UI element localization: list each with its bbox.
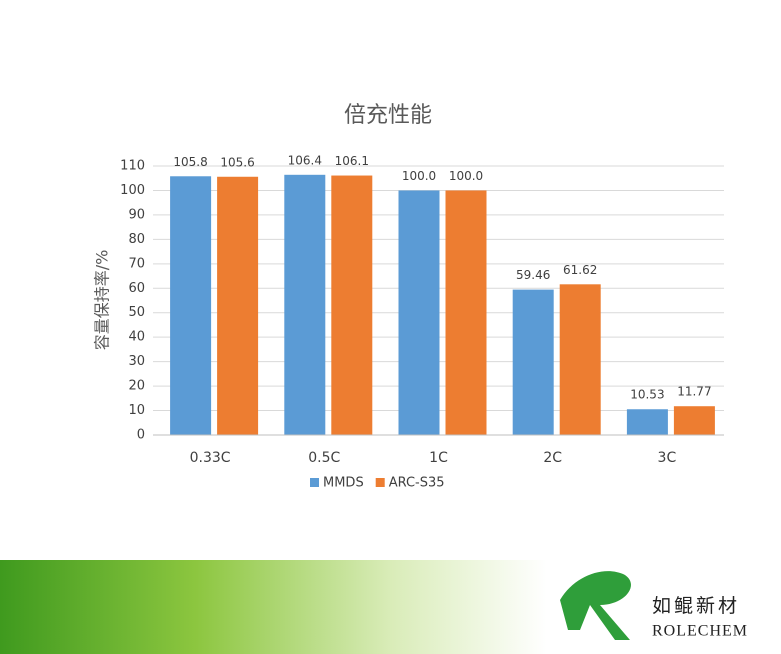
data-label: 105.6 <box>220 155 254 169</box>
bar <box>512 289 554 435</box>
y-tick-label: 20 <box>128 379 145 394</box>
bar <box>445 190 487 435</box>
y-tick-label: 70 <box>128 256 145 271</box>
bar <box>217 176 259 435</box>
chart-title: 倍充性能 <box>344 103 432 128</box>
logo-mark <box>560 571 631 640</box>
y-tick-label: 80 <box>128 232 145 247</box>
bar <box>170 176 212 435</box>
data-label: 105.8 <box>173 155 207 169</box>
y-tick-label: 40 <box>128 330 145 345</box>
bar <box>398 190 440 435</box>
data-label: 106.1 <box>335 154 369 168</box>
y-tick-label: 90 <box>128 207 145 222</box>
logo-brand: ROLECHEM <box>652 623 748 640</box>
x-tick-label: 0.5C <box>308 450 340 466</box>
legend-swatch <box>375 478 385 487</box>
footer-band <box>0 560 781 654</box>
logo-name: 如鲲新材 <box>652 595 740 617</box>
bar <box>284 174 326 435</box>
legend-swatch <box>310 478 319 487</box>
y-tick-label: 60 <box>128 281 145 296</box>
bar <box>673 406 715 435</box>
x-tick-label: 0.33C <box>190 450 231 466</box>
data-label: 61.62 <box>563 263 597 277</box>
data-label: 11.77 <box>677 385 711 399</box>
legend-label: ARC-S35 <box>389 476 445 491</box>
y-tick-label: 110 <box>120 159 145 174</box>
x-tick-label: 2C <box>543 450 562 466</box>
data-label: 106.4 <box>288 153 322 167</box>
y-tick-label: 100 <box>120 183 145 198</box>
x-tick-label: 1C <box>429 450 448 466</box>
data-label: 100.0 <box>449 169 483 183</box>
y-tick-label: 0 <box>137 428 145 443</box>
y-tick-label: 50 <box>128 305 145 320</box>
data-label: 59.46 <box>516 268 550 282</box>
data-label: 10.53 <box>630 388 664 402</box>
y-tick-label: 10 <box>128 403 145 418</box>
legend-label: MMDS <box>323 476 364 491</box>
bar <box>559 284 601 435</box>
data-label: 100.0 <box>402 169 436 183</box>
y-tick-label: 30 <box>128 354 145 369</box>
x-tick-label: 3C <box>658 450 677 466</box>
bar <box>331 175 373 435</box>
y-axis-label: 容量保持率/% <box>93 250 112 351</box>
bar <box>626 409 668 435</box>
